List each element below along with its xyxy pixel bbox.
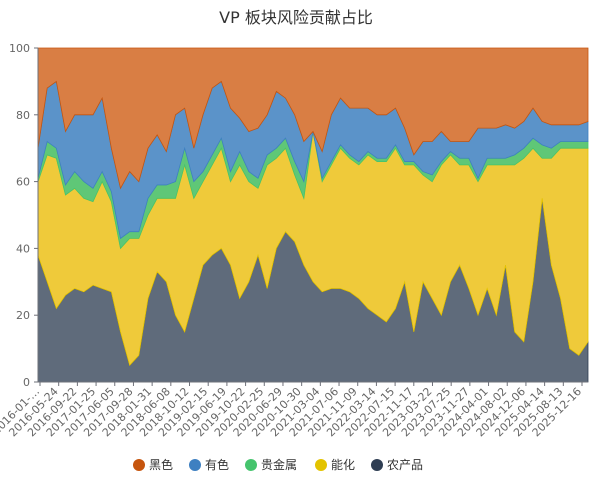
y-axis: 0 20 40 60 80 100 xyxy=(9,42,39,389)
legend-item-2[interactable]: 贵金属 xyxy=(245,457,297,472)
chart-title: VP 板块风险贡献占比 xyxy=(219,8,373,27)
y-tick-label-4: 80 xyxy=(16,109,30,122)
legend-item-3[interactable]: 能化 xyxy=(315,458,355,472)
legend-marker xyxy=(315,459,327,471)
legend-marker xyxy=(189,459,201,471)
legend[interactable]: 黑色 有色 贵金属 能化 农产品 xyxy=(133,457,423,472)
x-axis: 2016-01-…2016-05-242016-09-222017-01-252… xyxy=(0,381,588,439)
legend-label: 农产品 xyxy=(387,458,423,472)
series-area-4 xyxy=(37,47,589,190)
legend-marker xyxy=(371,459,383,471)
legend-item-0[interactable]: 黑色 xyxy=(133,458,173,472)
legend-marker xyxy=(245,459,257,471)
y-tick-label-1: 20 xyxy=(16,309,30,322)
legend-label: 黑色 xyxy=(149,458,173,472)
legend-marker xyxy=(133,459,145,471)
y-tick-label-5: 100 xyxy=(9,42,30,55)
y-tick-label-0: 0 xyxy=(23,376,30,389)
legend-item-1[interactable]: 有色 xyxy=(189,458,229,472)
y-tick-label-2: 40 xyxy=(16,242,30,255)
legend-label: 能化 xyxy=(331,458,355,472)
legend-label: 贵金属 xyxy=(261,457,297,472)
legend-item-4[interactable]: 农产品 xyxy=(371,458,423,472)
y-tick-label-3: 60 xyxy=(16,176,30,189)
legend-label: 有色 xyxy=(205,458,229,472)
plot-area xyxy=(37,47,589,383)
